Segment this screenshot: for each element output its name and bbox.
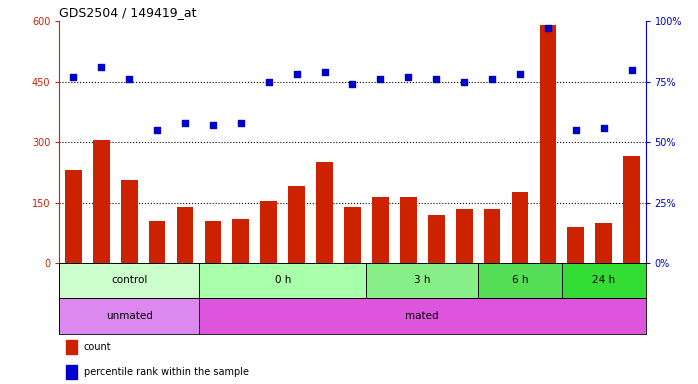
Text: control: control	[111, 275, 147, 285]
Point	[487, 76, 498, 82]
Point	[431, 76, 442, 82]
Bar	[484, 209, 500, 263]
Bar	[567, 227, 584, 263]
Bar	[540, 25, 556, 263]
Text: mated: mated	[406, 311, 439, 321]
Bar	[595, 223, 612, 263]
Bar	[149, 221, 165, 263]
Point	[570, 127, 581, 133]
Bar	[623, 156, 640, 263]
Bar	[66, 340, 77, 354]
Point	[207, 122, 218, 128]
Point	[151, 127, 163, 133]
Point	[291, 71, 302, 78]
Bar	[260, 200, 277, 263]
Bar	[562, 263, 646, 298]
Text: 0 h: 0 h	[274, 275, 291, 285]
Bar	[59, 263, 199, 298]
Point	[459, 79, 470, 85]
Point	[179, 120, 191, 126]
Bar	[316, 162, 333, 263]
Bar	[288, 187, 305, 263]
Point	[598, 124, 609, 131]
Text: GDS2504 / 149419_at: GDS2504 / 149419_at	[59, 5, 197, 18]
Bar	[65, 170, 82, 263]
Point	[235, 120, 246, 126]
Point	[347, 81, 358, 87]
Bar	[400, 197, 417, 263]
Bar	[478, 263, 562, 298]
Text: unmated: unmated	[105, 311, 153, 321]
Bar	[428, 215, 445, 263]
Text: 3 h: 3 h	[414, 275, 431, 285]
Bar	[59, 298, 199, 334]
Bar	[366, 263, 478, 298]
Point	[514, 71, 526, 78]
Point	[263, 79, 274, 85]
Bar	[232, 219, 249, 263]
Bar	[205, 221, 221, 263]
Bar	[199, 263, 366, 298]
Point	[319, 69, 330, 75]
Text: count: count	[84, 342, 112, 352]
Bar	[121, 180, 138, 263]
Text: 6 h: 6 h	[512, 275, 528, 285]
Point	[96, 64, 107, 70]
Bar	[66, 365, 77, 379]
Bar	[456, 209, 473, 263]
Text: percentile rank within the sample: percentile rank within the sample	[84, 367, 248, 377]
Bar	[93, 140, 110, 263]
Bar	[372, 197, 389, 263]
Bar	[177, 207, 193, 263]
Bar	[512, 192, 528, 263]
Point	[626, 66, 637, 73]
Point	[403, 74, 414, 80]
Bar	[199, 298, 646, 334]
Point	[124, 76, 135, 82]
Point	[375, 76, 386, 82]
Bar	[344, 207, 361, 263]
Text: 24 h: 24 h	[592, 275, 616, 285]
Point	[542, 25, 554, 31]
Point	[68, 74, 79, 80]
